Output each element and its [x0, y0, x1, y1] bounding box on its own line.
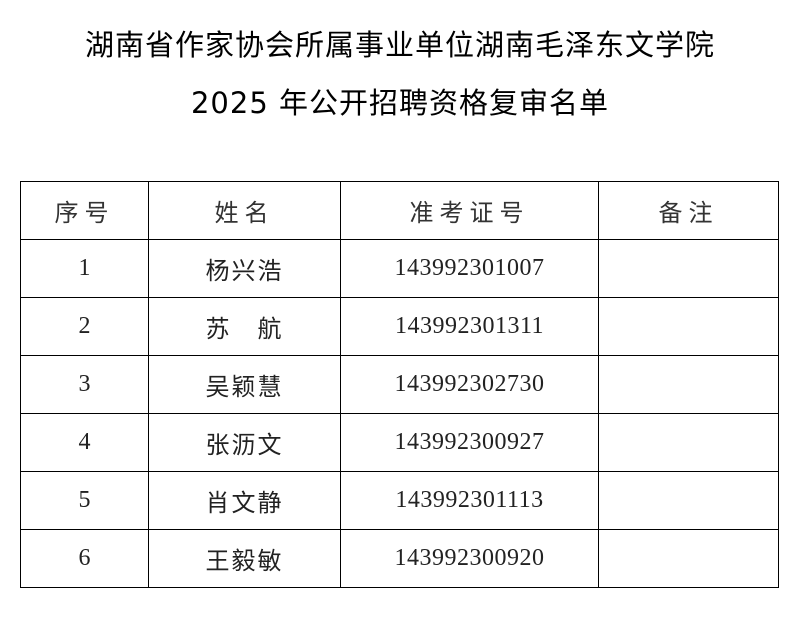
name-cell: 吴颖慧	[148, 355, 341, 414]
table-header-row: 序号 姓名 准考证号 备注	[20, 181, 779, 240]
table-row: 1 杨兴浩 143992301007	[20, 239, 779, 298]
table-row: 4 张沥文 143992300927	[20, 413, 779, 472]
name-cell: 王毅敏	[148, 529, 341, 588]
table-row: 5 肖文静 143992301113	[20, 471, 779, 530]
ticket-number-cell: 143992300920	[340, 529, 599, 588]
name-cell: 肖文静	[148, 471, 341, 530]
name-cell: 苏 航	[148, 297, 341, 356]
serial-number-cell: 4	[20, 413, 149, 472]
table-row: 3 吴颖慧 143992302730	[20, 355, 779, 414]
remarks-cell	[598, 529, 779, 588]
document-title-line-1: 湖南省作家协会所属事业单位湖南毛泽东文学院	[84, 28, 715, 62]
remarks-cell	[598, 471, 779, 530]
remarks-cell	[598, 413, 779, 472]
serial-number-cell: 2	[20, 297, 149, 356]
ticket-number-cell: 143992301007	[340, 239, 599, 298]
header-name: 姓名	[148, 181, 341, 240]
name-cell: 张沥文	[148, 413, 341, 472]
candidate-table: 序号 姓名 准考证号 备注 1 杨兴浩 143992301007 2 苏 航 143992…	[20, 181, 779, 588]
remarks-cell	[598, 355, 779, 414]
serial-number-cell: 1	[20, 239, 149, 298]
serial-number-cell: 5	[20, 471, 149, 530]
ticket-number-cell: 143992301113	[340, 471, 599, 530]
ticket-number-cell: 143992301311	[340, 297, 599, 356]
ticket-number-cell: 143992302730	[340, 355, 599, 414]
name-cell: 杨兴浩	[148, 239, 341, 298]
remarks-cell	[598, 297, 779, 356]
header-remarks: 备注	[598, 181, 779, 240]
header-ticket-number: 准考证号	[340, 181, 599, 240]
header-serial-number: 序号	[20, 181, 149, 240]
remarks-cell	[598, 239, 779, 298]
document-title-line-2: 2025 年公开招聘资格复审名单	[190, 86, 610, 120]
ticket-number-cell: 143992300927	[340, 413, 599, 472]
serial-number-cell: 3	[20, 355, 149, 414]
serial-number-cell: 6	[20, 529, 149, 588]
table-row: 6 王毅敏 143992300920	[20, 529, 779, 588]
